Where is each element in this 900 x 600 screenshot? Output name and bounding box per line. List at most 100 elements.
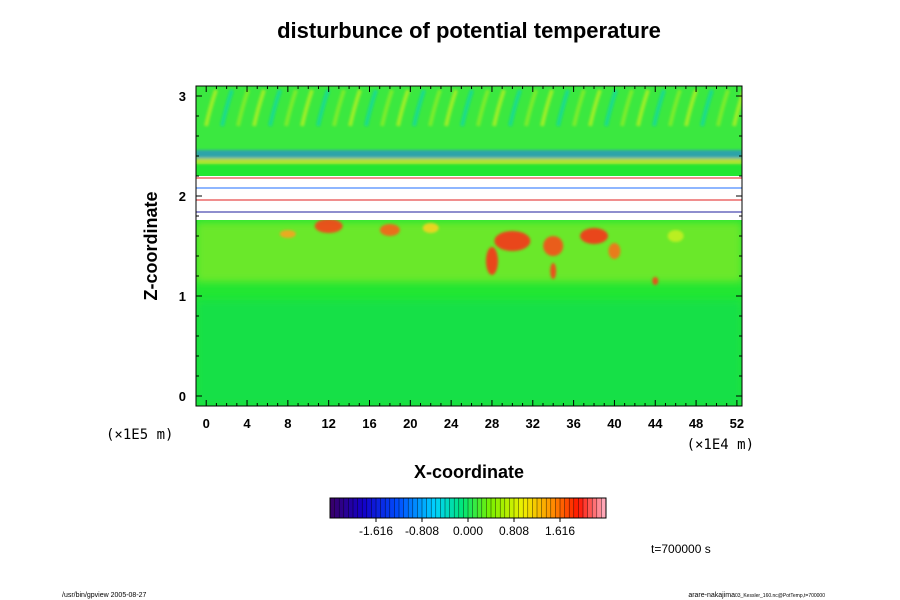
- colorbar-cell: [532, 498, 538, 518]
- colorbar-tick-label: 0.000: [453, 524, 483, 538]
- colorbar-cell: [408, 498, 414, 518]
- y-unit-label: (×1E5 m): [106, 427, 173, 443]
- x-axis: 0 4 8 12 16 20 24 28 32 36 40 44 48 52: [203, 86, 744, 431]
- wave-streak: [460, 89, 474, 127]
- wave-streak: [556, 89, 570, 127]
- colorbar-cell: [440, 498, 446, 518]
- colorbar-cell: [330, 498, 335, 518]
- warm-patch: [580, 228, 609, 244]
- colorbar-cell: [472, 498, 478, 518]
- wave-streak: [620, 89, 634, 127]
- plot-area: [196, 86, 742, 406]
- upper-wave-pattern: [196, 89, 742, 164]
- wave-streak: [652, 89, 666, 127]
- wave-streak: [700, 89, 714, 127]
- warm-patch: [279, 230, 296, 238]
- colorbar-cell: [403, 498, 409, 518]
- time-label: t=700000 s: [651, 542, 711, 556]
- y-tick-label: 1: [179, 289, 186, 304]
- x-unit-label: (×1E4 m): [687, 437, 754, 453]
- x-tick-label: 52: [730, 416, 744, 431]
- y-tick-label: 0: [179, 389, 186, 404]
- colorbar-cell: [412, 498, 418, 518]
- colorbar-cell: [601, 498, 607, 518]
- saturated-layer: [196, 176, 742, 220]
- wave-streak: [252, 89, 266, 127]
- wave-streak: [572, 89, 586, 127]
- x-tick-label: 16: [362, 416, 376, 431]
- colorbar-cell: [495, 498, 501, 518]
- colorbar-cell: [477, 498, 483, 518]
- wave-streak: [380, 89, 394, 127]
- colorbar-cell: [514, 498, 519, 518]
- colorbar-cell: [583, 498, 588, 518]
- footer-right-sub: 03_Kessler_160.nc@PotTemp,t=700000: [735, 593, 825, 599]
- colorbar-cell: [366, 498, 372, 518]
- colorbar: -1.616 -0.808 0.000 0.808 1.616: [329, 497, 607, 538]
- colorbar-cell: [385, 498, 391, 518]
- colorbar-cell: [431, 498, 437, 518]
- wave-streak: [684, 89, 698, 127]
- wave-streak: [348, 89, 362, 127]
- warm-band: [196, 158, 742, 164]
- colorbar-cell: [376, 498, 381, 518]
- colorbar-cell: [592, 498, 598, 518]
- footer-right: arare-nakajima03_Kessler_160.nc@PotTemp,…: [688, 592, 825, 599]
- colorbar-cell: [504, 498, 510, 518]
- warm-patch: [667, 230, 684, 242]
- colorbar-cell: [468, 498, 473, 518]
- colorbar-cell: [353, 498, 358, 518]
- y-tick-label: 3: [179, 89, 186, 104]
- wave-streak: [540, 89, 554, 127]
- colorbar-cell: [573, 498, 579, 518]
- wave-streak: [588, 89, 602, 127]
- colorbar-cell: [343, 498, 349, 518]
- x-tick-label: 40: [607, 416, 621, 431]
- x-tick-label: 48: [689, 416, 703, 431]
- colorbar-cell: [523, 498, 529, 518]
- wave-streak: [268, 89, 282, 127]
- colorbar-tick-label: 1.616: [545, 524, 575, 538]
- x-axis-label: X-coordinate: [414, 462, 524, 482]
- x-tick-label: 44: [648, 416, 663, 431]
- footer-right-main: arare-nakajima: [688, 592, 735, 599]
- wave-streak: [604, 89, 618, 127]
- wave-streak: [668, 89, 682, 127]
- warm-patch: [550, 263, 557, 279]
- warm-patch: [379, 224, 400, 236]
- wave-streak: [716, 89, 730, 127]
- wave-streak: [316, 89, 330, 127]
- x-tick-label: 4: [243, 416, 251, 431]
- colorbar-tick-label: -1.616: [359, 524, 393, 538]
- wave-streak: [428, 89, 442, 127]
- colorbar-cell: [560, 498, 565, 518]
- colorbar-cell: [491, 498, 496, 518]
- middle-field-band: [196, 222, 742, 282]
- x-tick-label: 24: [444, 416, 459, 431]
- colorbar-cell: [537, 498, 542, 518]
- colorbar-cell: [348, 498, 354, 518]
- warm-patch: [314, 219, 343, 233]
- wave-streak: [492, 89, 506, 127]
- colorbar-cell: [426, 498, 432, 518]
- warm-patch: [652, 277, 659, 285]
- lower-field-band: [196, 300, 742, 406]
- colorbar-cell: [541, 498, 547, 518]
- warm-anomaly-region: [279, 219, 684, 285]
- colorbar-cell: [435, 498, 441, 518]
- wave-streak: [636, 89, 650, 127]
- wave-streak: [412, 89, 426, 127]
- colorbar-cell: [564, 498, 570, 518]
- y-tick-label: 2: [179, 189, 186, 204]
- colorbar-cell: [394, 498, 400, 518]
- x-tick-label: 0: [203, 416, 210, 431]
- colorbar-cell: [509, 498, 515, 518]
- colorbar-cell: [339, 498, 345, 518]
- wave-streak: [476, 89, 490, 127]
- colorbar-cell: [389, 498, 395, 518]
- colorbar-cell: [334, 498, 340, 518]
- x-tick-label: 12: [321, 416, 335, 431]
- warm-patch: [543, 236, 564, 256]
- colorbar-cell: [481, 498, 487, 518]
